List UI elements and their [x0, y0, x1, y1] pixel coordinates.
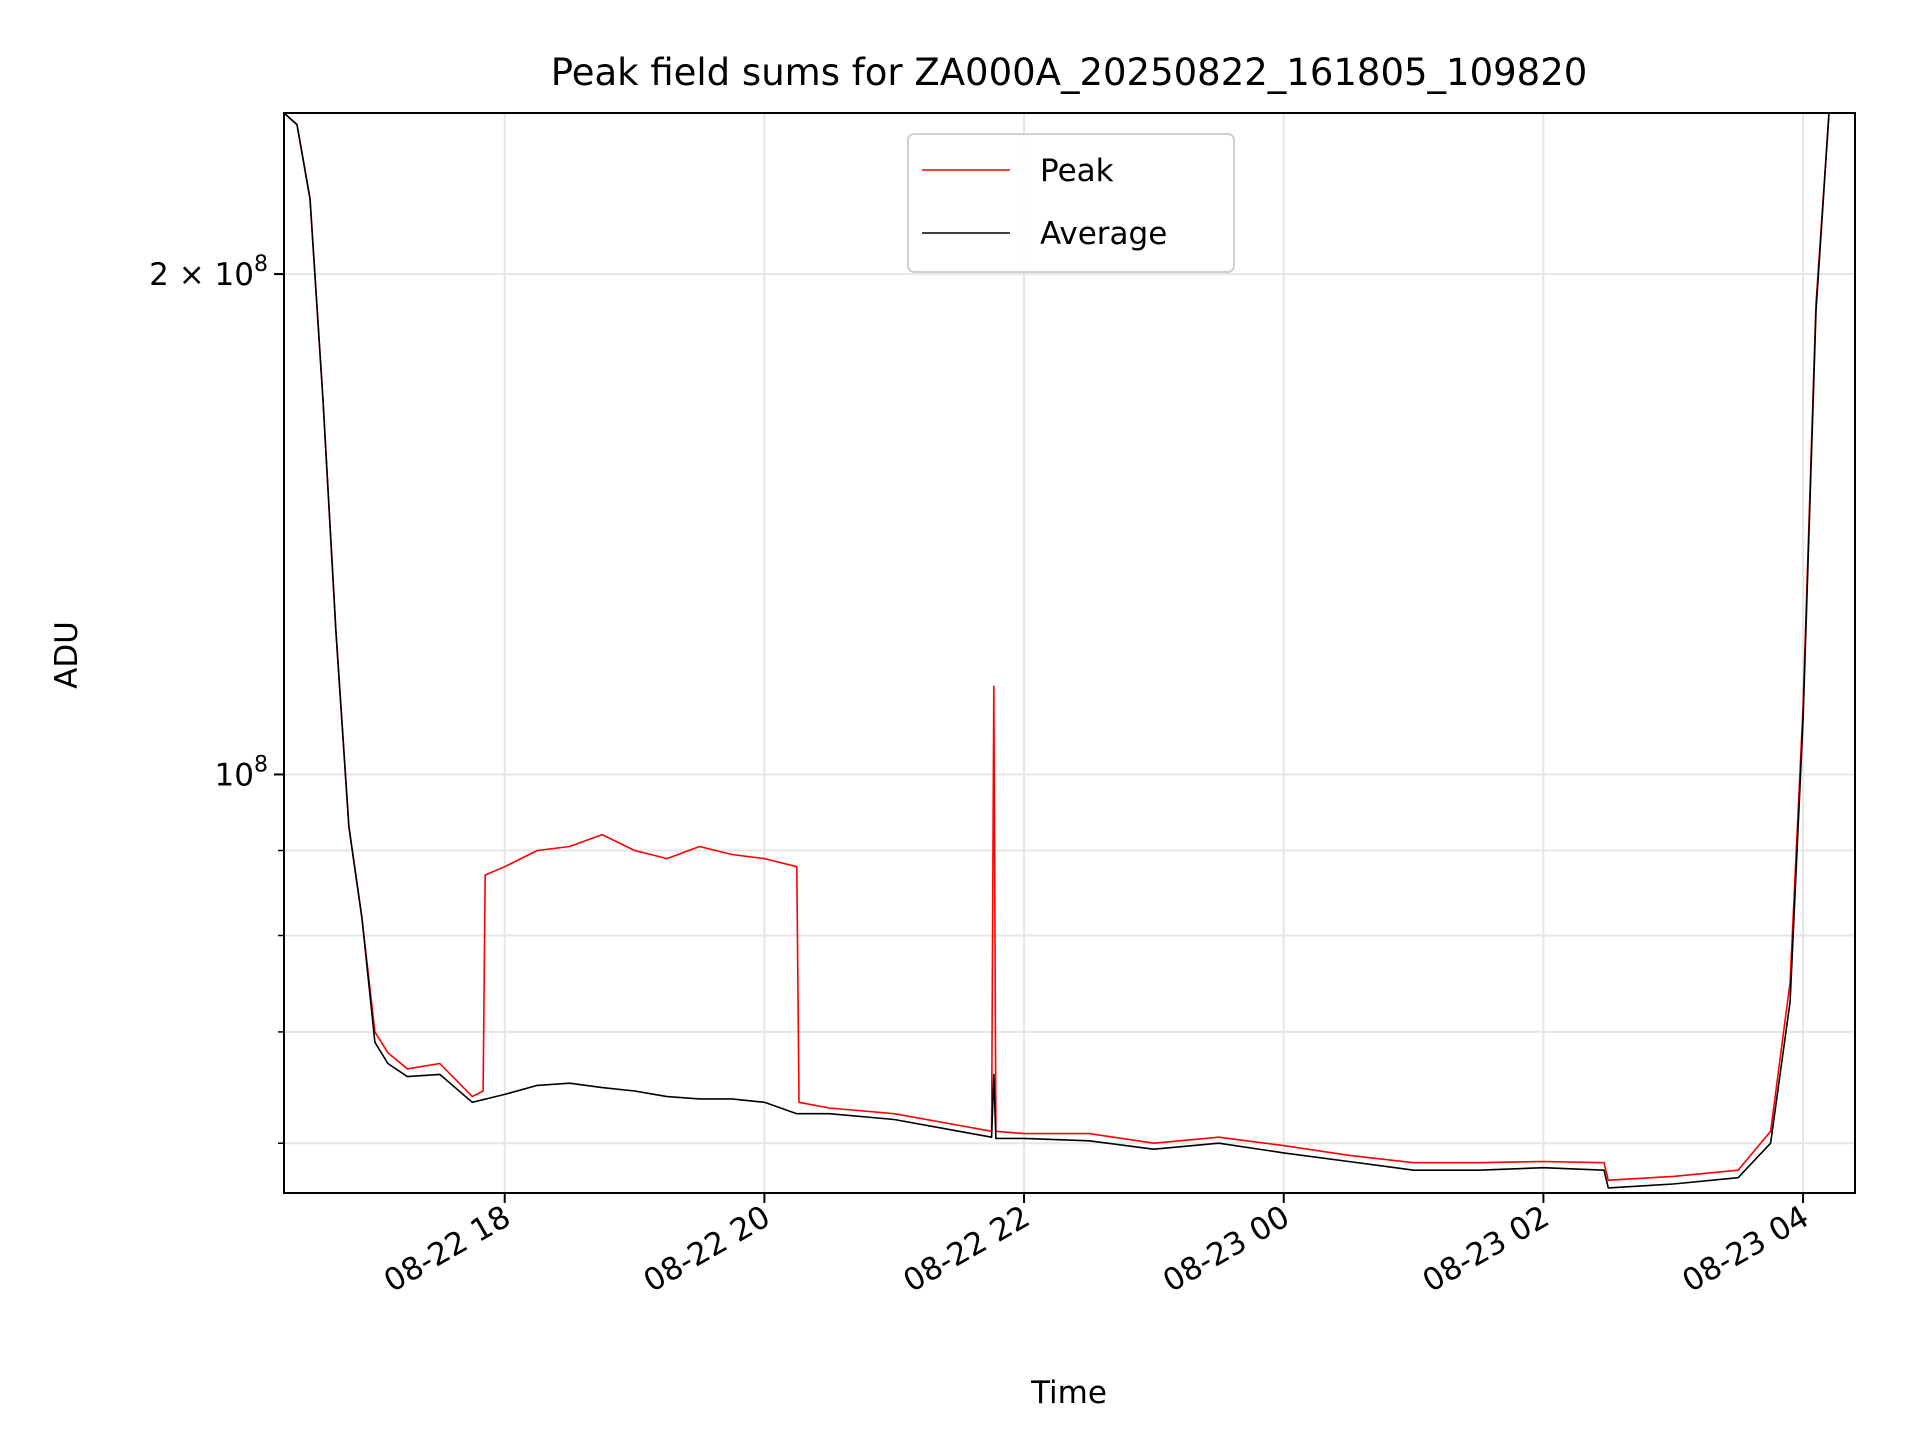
series-line-peak — [284, 113, 1855, 1181]
y-axis-label: ADU — [49, 621, 85, 689]
plot-frame — [283, 112, 1856, 1194]
legend-label-peak: Peak — [1040, 153, 1114, 189]
series-layer — [284, 113, 1855, 1189]
y-tick-label: 2 × 108 — [149, 252, 268, 293]
legend: Peak Average — [907, 133, 1235, 273]
legend-label-average: Average — [1040, 216, 1167, 252]
chart-title: Peak field sums for ZA000A_20250822_1618… — [551, 51, 1588, 94]
grid — [284, 113, 1855, 1193]
x-axis-label: Time — [1030, 1375, 1107, 1411]
y-tick-label: 108 — [215, 752, 268, 793]
legend-frame — [907, 133, 1235, 273]
series-line-average — [284, 113, 1855, 1189]
